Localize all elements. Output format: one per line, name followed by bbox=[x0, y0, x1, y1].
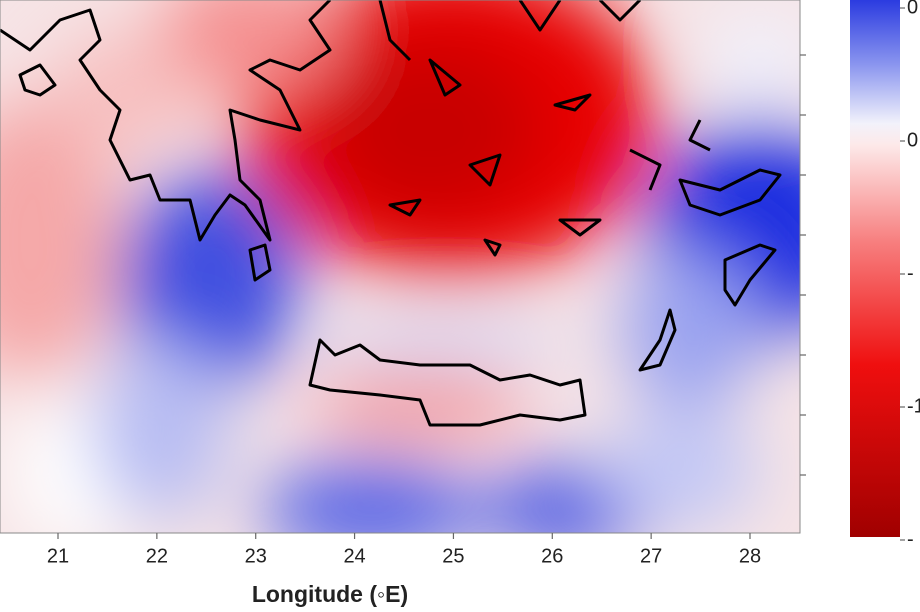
x-tick-label: 26 bbox=[541, 545, 563, 567]
side-ticks bbox=[800, 54, 806, 476]
heatmap bbox=[0, 0, 800, 533]
x-tick-label: 25 bbox=[442, 545, 464, 567]
plot-frame bbox=[0, 0, 801, 534]
x-axis: 21 22 23 24 25 26 27 28 bbox=[47, 533, 761, 567]
x-tick-label: 23 bbox=[245, 545, 267, 567]
colorbar bbox=[850, 0, 900, 537]
colorbar-tick-label: - bbox=[907, 262, 914, 284]
colorbar-labels: 0 0 - -1 - bbox=[900, 0, 920, 550]
x-tick-label: 24 bbox=[343, 545, 365, 567]
colorbar-tick-label: -1 bbox=[907, 395, 920, 417]
coastlines bbox=[0, 0, 782, 427]
colorbar-tick-label: 0 bbox=[907, 129, 918, 151]
colorbar-tick-label: 0 bbox=[907, 0, 918, 18]
x-tick-label: 27 bbox=[640, 545, 662, 567]
colorbar-tick-label: - bbox=[907, 528, 914, 550]
x-tick-label: 21 bbox=[47, 545, 69, 567]
x-axis-title: Longitude (◦E) bbox=[252, 581, 408, 607]
x-tick-label: 28 bbox=[739, 545, 761, 567]
x-tick-label: 22 bbox=[146, 545, 168, 567]
